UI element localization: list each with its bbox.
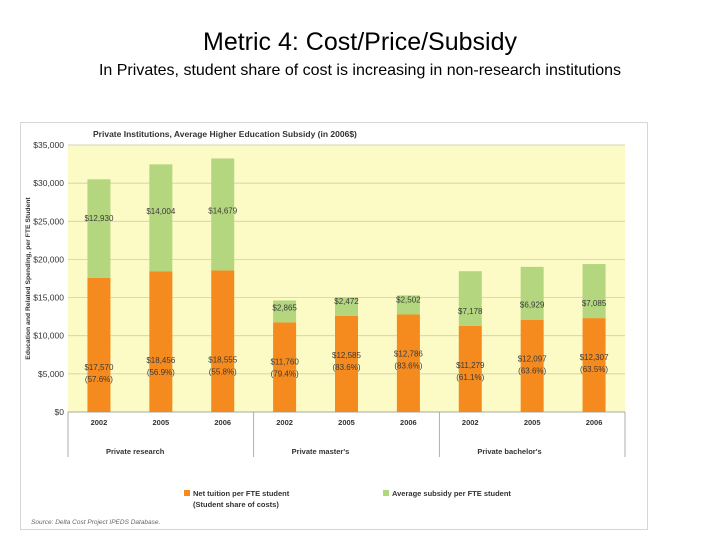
tuition-share-label: (57.6%) — [85, 375, 113, 384]
group-label: Private bachelor's — [477, 447, 541, 456]
tuition-share-label: (55.8%) — [209, 367, 237, 376]
tuition-bar — [87, 277, 111, 412]
subsidy-data-label: $14,679 — [208, 206, 237, 215]
y-tick-label: $0 — [55, 407, 65, 417]
chart-frame: Private Institutions, Average Higher Edu… — [20, 122, 648, 530]
subsidy-bar — [87, 179, 111, 278]
tuition-share-label: (63.6%) — [518, 367, 546, 376]
tuition-data-label: $18,456 — [146, 356, 175, 365]
legend-label-tuition: Net tuition per FTE student — [193, 489, 290, 498]
group-label: Private master's — [292, 447, 350, 456]
subsidy-data-label: $12,930 — [84, 214, 113, 223]
tuition-data-label: $12,307 — [580, 353, 609, 362]
x-tick-label: 2006 — [400, 418, 417, 427]
subsidy-bar — [458, 271, 482, 326]
tuition-share-label: (61.1%) — [456, 373, 484, 382]
legend-label-subsidy: Average subsidy per FTE student — [392, 489, 511, 498]
source-note: Source: Delta Cost Project IPEDS Databas… — [31, 519, 161, 526]
y-tick-label: $10,000 — [33, 331, 64, 341]
tuition-bar — [211, 270, 235, 412]
x-tick-label: 2005 — [338, 418, 355, 427]
tuition-share-label: (83.6%) — [394, 361, 422, 370]
y-tick-label: $15,000 — [33, 293, 64, 303]
x-tick-label: 2005 — [524, 418, 541, 427]
subsidy-data-label: $7,178 — [458, 307, 483, 316]
tuition-bar — [149, 271, 173, 412]
tuition-share-label: (56.9%) — [147, 368, 175, 377]
subsidy-bar — [335, 297, 358, 316]
subsidy-data-label: $6,929 — [520, 301, 545, 310]
x-tick-label: 2002 — [276, 418, 293, 427]
tuition-bar — [458, 325, 482, 412]
tuition-share-label: (79.4%) — [271, 369, 299, 378]
y-tick-label: $25,000 — [33, 216, 64, 226]
tuition-data-label: $18,555 — [208, 355, 237, 364]
slide-subtitle: In Privates, student share of cost is in… — [98, 62, 622, 79]
tuition-share-label: (63.5%) — [580, 365, 608, 374]
y-tick-label: $30,000 — [33, 178, 64, 188]
subsidy-bar — [149, 164, 173, 272]
tuition-bar — [582, 318, 606, 412]
subsidy-data-label: $2,472 — [334, 297, 359, 306]
y-tick-label: $20,000 — [33, 254, 64, 264]
chart-title: Private Institutions, Average Higher Edu… — [93, 129, 357, 139]
y-tick-label: $35,000 — [33, 140, 64, 150]
subsidy-bar — [396, 295, 420, 315]
subsidy-bar — [273, 300, 297, 323]
slide-title: Metric 4: Cost/Price/Subsidy — [203, 28, 517, 56]
tuition-share-label: (83.6%) — [332, 363, 360, 372]
tuition-bar — [396, 314, 420, 412]
x-tick-label: 2002 — [91, 418, 108, 427]
y-tick-label: $5,000 — [38, 369, 64, 379]
tuition-data-label: $12,786 — [394, 349, 423, 358]
tuition-data-label: $17,570 — [84, 363, 113, 372]
subsidy-data-label: $14,004 — [146, 207, 175, 216]
subsidy-bar — [520, 266, 544, 320]
tuition-data-label: $12,585 — [332, 351, 361, 360]
tuition-bar — [273, 322, 297, 412]
x-tick-label: 2006 — [214, 418, 231, 427]
tuition-bar — [335, 315, 358, 412]
legend-swatch-tuition — [184, 490, 190, 496]
subsidy-data-label: $2,865 — [272, 303, 297, 312]
subsidy-data-label: $2,502 — [396, 295, 421, 304]
tuition-data-label: $12,097 — [518, 355, 547, 364]
x-tick-label: 2006 — [586, 418, 603, 427]
group-label: Private research — [106, 447, 165, 456]
subsidy-stacked-bar-chart: Private Institutions, Average Higher Edu… — [25, 129, 626, 526]
subsidy-data-label: $7,085 — [582, 299, 607, 308]
tuition-bar — [520, 319, 544, 412]
tuition-data-label: $11,279 — [456, 361, 485, 370]
legend-swatch-subsidy — [383, 490, 389, 496]
legend-label-tuition-share: (Student share of costs) — [193, 500, 279, 509]
x-tick-label: 2002 — [462, 418, 479, 427]
tuition-data-label: $11,760 — [270, 357, 299, 366]
y-axis-title: Education and Related Spending, per FTE … — [25, 197, 32, 360]
subsidy-bar — [211, 158, 235, 271]
subsidy-bar — [582, 264, 606, 319]
x-tick-label: 2005 — [152, 418, 169, 427]
